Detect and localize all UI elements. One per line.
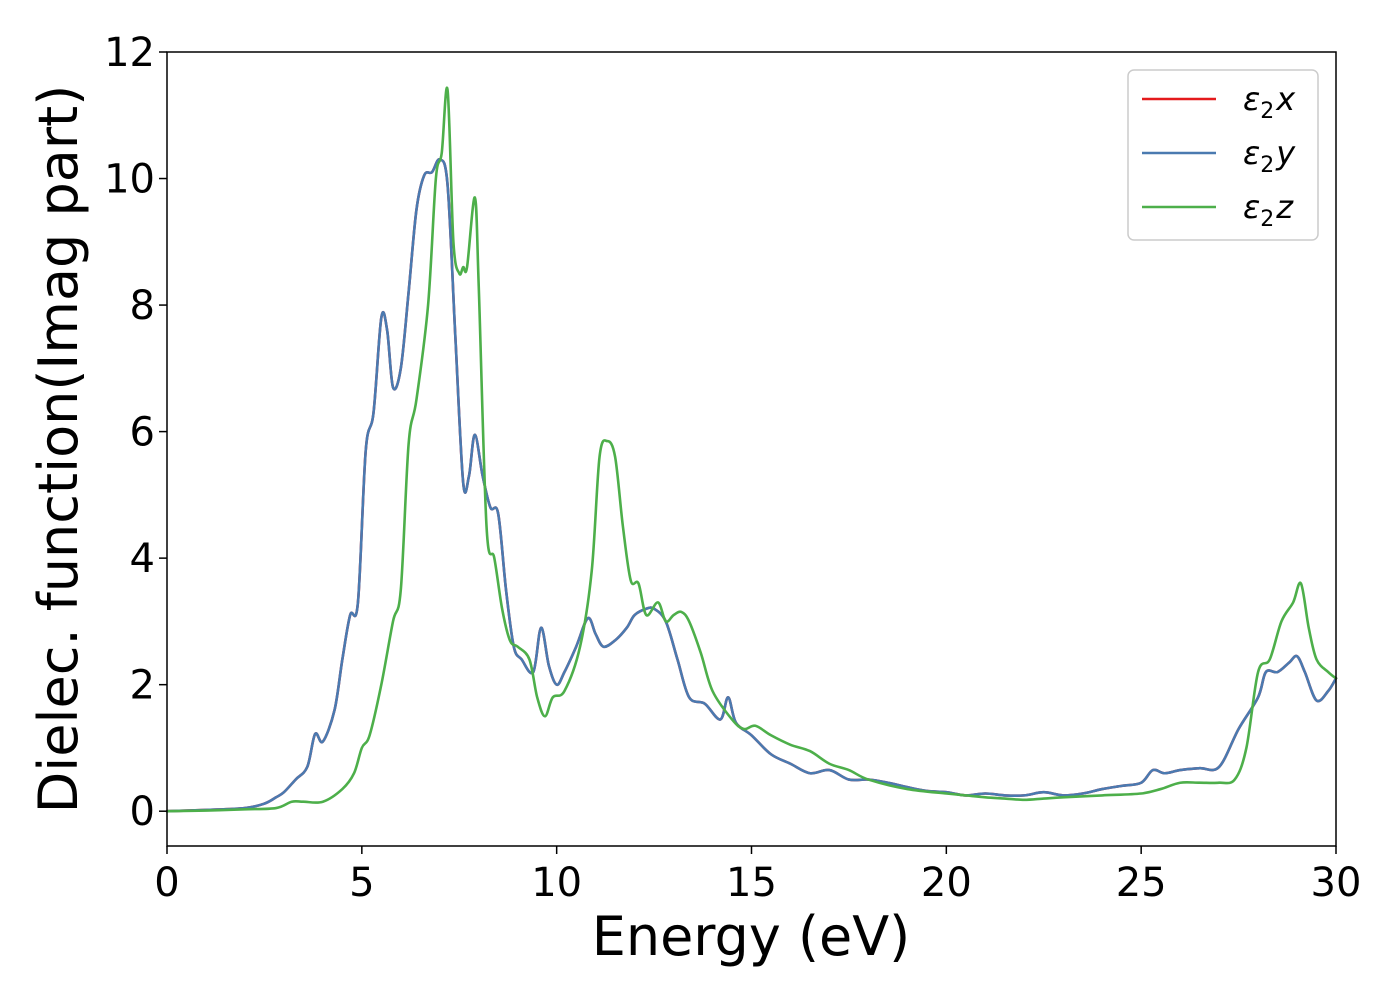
axis-ticks: 0 5 10 15 20 25 30 0 2 4 6 8 10 12 [104,30,1361,906]
x-tick-label: 30 [1311,860,1362,906]
y-tick-label: 8 [130,283,155,329]
legend-label-x: ε2x [1243,80,1296,124]
y-tick-label: 4 [130,536,155,582]
x-tick-label: 10 [531,860,582,906]
series-line-y [165,158,1338,813]
y-tick-label: 12 [104,30,155,76]
x-tick-label: 25 [1116,860,1167,906]
x-tick-label: 5 [349,860,374,906]
y-axis-label: Dielec. function(Imag part) [27,85,90,814]
legend-label-y: ε2y [1243,134,1296,178]
plot-frame [166,51,1337,847]
series-line-z [165,86,1338,813]
x-axis-label: Energy (eV) [592,905,911,968]
legend-box [1127,69,1319,241]
x-tick-label: 15 [726,860,777,906]
y-tick-label: 6 [130,410,155,456]
legend: ε2x ε2y ε2z [1127,69,1319,241]
y-tick-label: 2 [130,663,155,709]
y-tick-label: 0 [130,789,155,835]
y-tick-label: 10 [104,157,155,203]
legend-label-z: ε2z [1243,188,1294,232]
x-tick-label: 0 [154,860,179,906]
series-lines [165,86,1338,813]
x-tick-label: 20 [921,860,972,906]
